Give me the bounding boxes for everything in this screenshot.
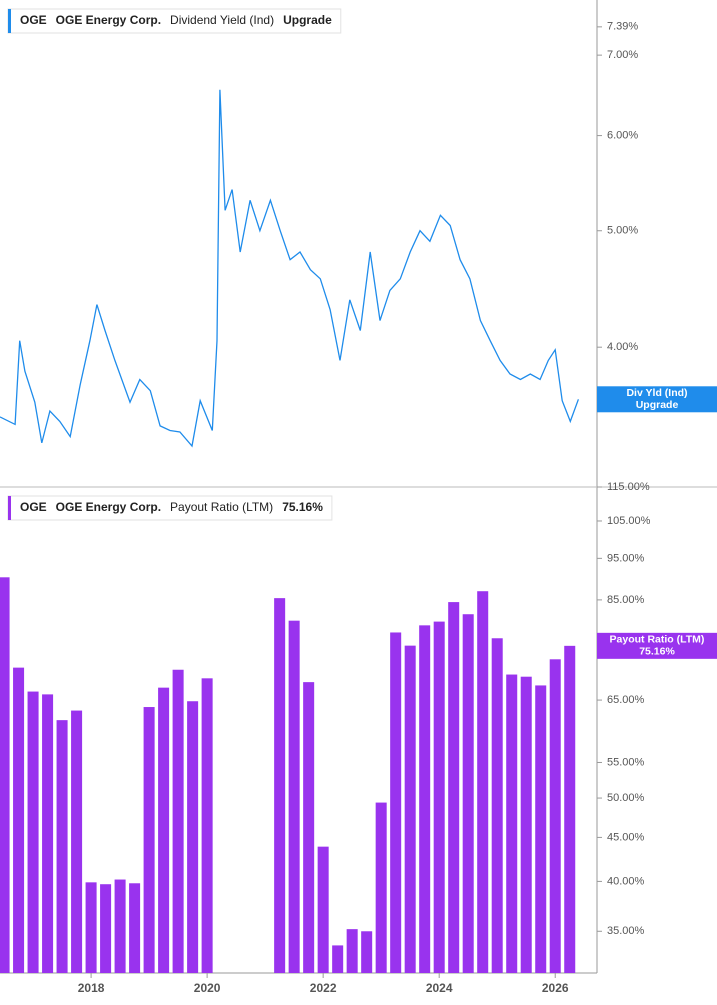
badge-name: Div Yld (Ind) (626, 387, 687, 399)
bar (404, 645, 416, 973)
y-tick-label: 65.00% (607, 694, 645, 706)
bar (288, 620, 300, 973)
bar (520, 676, 532, 973)
y-tick-label: 40.00% (607, 875, 645, 887)
bar (433, 621, 445, 973)
y-tick-label: 5.00% (607, 225, 638, 237)
bar (491, 638, 503, 973)
y-tick-label: 105.00% (607, 515, 651, 527)
value-badge (597, 632, 717, 659)
bar (332, 945, 344, 973)
bar (375, 802, 387, 973)
bar (390, 632, 402, 973)
y-tick-label: 7.00% (607, 49, 638, 61)
legend-company: OGE Energy Corp. (56, 500, 161, 514)
bar (172, 669, 184, 973)
legend-swatch (8, 9, 11, 33)
x-tick-label: 2018 (78, 981, 105, 995)
bar (201, 678, 213, 973)
bar (0, 577, 10, 973)
bar (42, 694, 54, 973)
legend: OGE OGE Energy Corp. Payout Ratio (LTM) 75.… (7, 495, 333, 521)
badge-value: Upgrade (636, 399, 679, 411)
bar (143, 707, 155, 973)
x-tick-label: 2026 (542, 981, 569, 995)
legend-ticker: OGE (20, 13, 47, 27)
x-tick-label: 2024 (426, 981, 453, 995)
y-tick-label: 4.00% (607, 341, 638, 353)
bar (317, 846, 329, 973)
y-tick-label: 50.00% (607, 792, 645, 804)
legend-status: Upgrade (283, 13, 332, 27)
value-badge (597, 386, 717, 413)
bar (274, 598, 286, 973)
bar (564, 645, 576, 973)
bar (361, 931, 373, 973)
bar (535, 685, 547, 973)
y-tick-label: 6.00% (607, 129, 638, 141)
bar (13, 667, 25, 973)
bar (114, 879, 126, 973)
bar (477, 591, 489, 973)
badge-value: 75.16% (639, 646, 675, 658)
legend-metric: Payout Ratio (LTM) (170, 500, 273, 514)
y-tick-label: 55.00% (607, 756, 645, 768)
x-tick-label: 2020 (194, 981, 221, 995)
legend-ticker: OGE (20, 500, 47, 514)
legend: OGE OGE Energy Corp. Dividend Yield (Ind) U… (7, 8, 342, 34)
y-tick-label: 35.00% (607, 925, 645, 937)
bar (158, 687, 170, 973)
y-tick-label: 7.39% (607, 21, 638, 33)
bar (129, 883, 141, 973)
badge-name: Payout Ratio (LTM) (610, 634, 705, 646)
bar (462, 614, 474, 973)
bar (419, 625, 431, 973)
legend-status: 75.16% (282, 500, 323, 514)
bar (549, 659, 561, 973)
bar (506, 674, 518, 973)
bar (85, 882, 97, 973)
x-tick-label: 2022 (310, 981, 337, 995)
yield-line (0, 89, 580, 448)
y-tick-label: 45.00% (607, 831, 645, 843)
bar (27, 691, 39, 973)
legend-metric: Dividend Yield (Ind) (170, 13, 274, 27)
y-tick-label: 95.00% (607, 552, 645, 564)
bar (100, 884, 112, 973)
y-tick-label: 85.00% (607, 594, 645, 606)
bar (187, 701, 199, 973)
bar (346, 929, 358, 973)
bar (303, 682, 315, 973)
legend-company: OGE Energy Corp. (56, 13, 161, 27)
bar (71, 710, 83, 973)
bar (448, 602, 460, 973)
bar (56, 720, 68, 973)
legend-swatch (8, 496, 11, 520)
y-tick-label: 115.00% (607, 481, 650, 493)
